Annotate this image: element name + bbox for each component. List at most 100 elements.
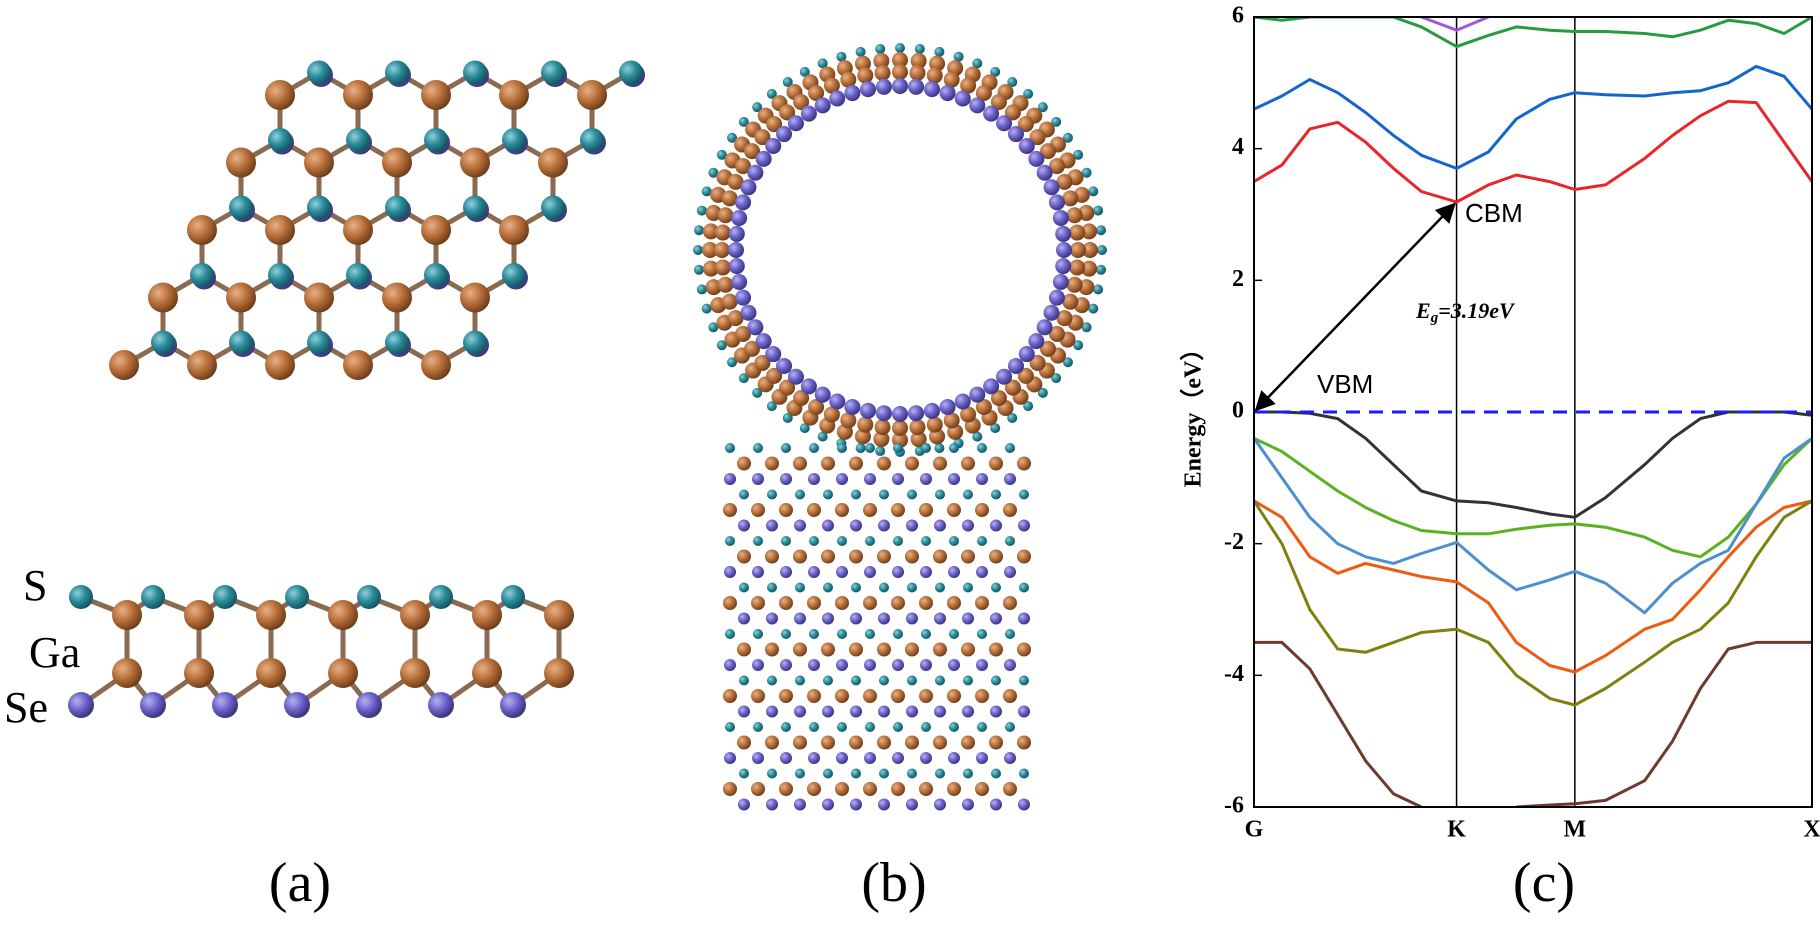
atom (1004, 104, 1021, 121)
atom (808, 85, 825, 102)
band-structure: Energy（eV） CBM VBM Eg=3.19eV -6 -4 -2 0 2 4 6 G… (1180, 3, 1820, 843)
atom (865, 722, 875, 732)
atom (728, 225, 745, 242)
atom (934, 798, 946, 811)
atom (738, 519, 750, 532)
atom (835, 503, 849, 517)
atom (385, 330, 409, 355)
atom (714, 242, 730, 258)
y-tick-label: 0 (1232, 398, 1244, 424)
atom (357, 585, 381, 609)
atom (580, 128, 604, 152)
atom (716, 340, 727, 351)
atom (963, 768, 973, 779)
atom (823, 582, 833, 593)
atom (1018, 137, 1035, 154)
atom (1048, 194, 1065, 211)
atom (921, 629, 931, 639)
atom (1004, 566, 1016, 578)
atom (814, 386, 831, 403)
band-line (1420, 17, 1489, 32)
atom (1018, 346, 1035, 363)
atom (424, 263, 448, 287)
atom (850, 612, 862, 625)
atom (990, 423, 1001, 434)
atom (963, 675, 973, 686)
atom (934, 46, 945, 57)
atom (141, 585, 165, 609)
atom (909, 64, 926, 81)
atom (977, 722, 987, 732)
atom (1005, 629, 1015, 639)
atom (747, 319, 764, 336)
atom (1081, 167, 1092, 178)
atom (1096, 225, 1107, 236)
atom (961, 549, 975, 564)
atom (910, 431, 927, 448)
atom (739, 582, 749, 593)
atom (725, 443, 735, 453)
atom (892, 420, 908, 436)
atom (740, 179, 757, 196)
atom (878, 798, 890, 811)
atom (268, 128, 292, 152)
atom (808, 659, 820, 671)
atom (879, 582, 889, 593)
atom (960, 77, 977, 94)
atom (990, 519, 1002, 532)
atom (428, 692, 454, 718)
atom (499, 80, 529, 110)
atom (109, 350, 139, 380)
atom (424, 128, 448, 152)
atom (844, 85, 861, 102)
atom (184, 600, 214, 630)
atom (795, 675, 805, 686)
atom (976, 473, 988, 485)
atom (721, 190, 738, 207)
atom (1088, 303, 1099, 314)
atom (1043, 304, 1060, 321)
atom (766, 705, 778, 718)
atom (190, 263, 214, 287)
atom-label: Ga (29, 628, 80, 677)
atom (823, 77, 840, 94)
atom (752, 566, 764, 578)
atom (949, 629, 959, 639)
atom (724, 752, 736, 764)
atom (780, 659, 792, 671)
atom (723, 689, 737, 703)
atom (863, 596, 877, 610)
atom (1005, 443, 1015, 453)
atom (808, 473, 820, 485)
atom (822, 612, 834, 625)
atom (857, 416, 874, 433)
atom (727, 310, 744, 327)
band-line (1254, 499, 1812, 674)
atom (779, 782, 793, 796)
atom (949, 536, 959, 546)
atom (1029, 129, 1046, 146)
atom (754, 354, 771, 371)
atom (780, 752, 792, 764)
atom (943, 71, 960, 88)
atom (855, 443, 866, 454)
atom (1070, 242, 1086, 258)
annotation: VBM (1317, 369, 1373, 399)
atom (727, 132, 738, 143)
band-line (1254, 436, 1812, 559)
atom (948, 752, 960, 764)
atom (499, 215, 529, 245)
atom (739, 768, 749, 779)
atom (1048, 158, 1065, 175)
atom (1062, 293, 1079, 310)
atom (356, 692, 382, 718)
atom (1004, 752, 1016, 764)
atom (751, 782, 765, 796)
atom (460, 147, 490, 178)
plot-frame (1253, 16, 1813, 808)
y-axis-label: Energy（eV） (1180, 337, 1207, 488)
atom (947, 503, 961, 517)
atom (807, 503, 821, 517)
atom (840, 71, 857, 88)
